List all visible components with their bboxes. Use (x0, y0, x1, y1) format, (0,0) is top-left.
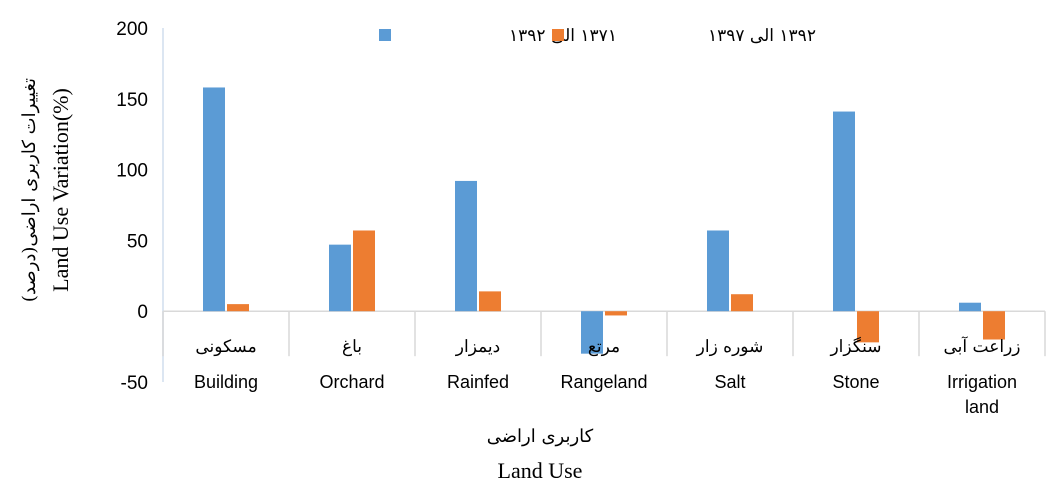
bar-series-1 (833, 111, 855, 312)
category-label-en: Stone (832, 372, 879, 392)
y-tick-label: -50 (121, 373, 148, 394)
bar-series-1 (581, 311, 603, 354)
legend-swatch-2 (552, 29, 564, 41)
category-label-en: Building (194, 372, 258, 392)
category-label-fa: شوره زار (696, 337, 764, 357)
x-axis-title-en: Land Use (498, 458, 583, 483)
y-tick-label: 0 (137, 302, 148, 323)
category-label-fa: زراعت آبی (943, 335, 1020, 357)
bar-series-2 (479, 291, 501, 312)
bar-series-2 (227, 304, 249, 312)
category-label-fa: مسکونی (195, 337, 256, 357)
y-axis-title-en: Land Use Variation(%) (48, 88, 73, 292)
category-label-en: Irrigation (947, 372, 1017, 392)
category-label-fa: باغ (342, 337, 362, 357)
category-label-en: Rainfed (447, 372, 509, 392)
category-labels: مسکونی Building باغ Orchard دیمزار Rainfed مرت… (194, 335, 1021, 417)
bar-series-2 (983, 311, 1005, 340)
bar-series-2 (605, 311, 627, 316)
category-label-en: Orchard (319, 372, 384, 392)
bar-series-2 (857, 311, 879, 343)
y-tick-label: 150 (116, 90, 148, 111)
plot-area (162, 28, 1046, 382)
bar-series-2 (731, 294, 753, 312)
y-tick-label: 200 (116, 19, 148, 40)
x-axis-title-fa: کاربری اراضی (487, 426, 594, 447)
y-axis-title-fa: تغییرات کاربری اراضی(درصد) (19, 78, 40, 302)
y-tick-label: 50 (127, 231, 148, 252)
legend-label-2: ۱۳۹۲ الی ۱۳۹۷ (708, 26, 816, 46)
bar-series-1 (455, 180, 477, 312)
y-tick-label: 100 (116, 161, 148, 182)
category-label-en: Salt (714, 372, 745, 392)
category-label-fa: سنگزار (829, 336, 881, 357)
y-axis-title: تغییرات کاربری اراضی(درصد) Land Use Vari… (19, 78, 73, 302)
bar-series-1 (329, 244, 351, 312)
legend-swatch-1 (379, 29, 391, 41)
bar-series-1 (707, 230, 729, 312)
y-axis-ticks: -50 0 50 100 150 200 (116, 19, 148, 394)
category-label-en-line2: land (965, 397, 999, 417)
bar-series-1 (959, 302, 981, 312)
x-axis-title: کاربری اراضی Land Use (487, 426, 594, 483)
category-label-en: Rangeland (560, 372, 647, 392)
bar-series-2 (353, 230, 375, 312)
bar-series-1 (203, 87, 225, 312)
category-label-fa: دیمزار (455, 337, 500, 357)
category-label-fa: مرتع (588, 337, 620, 357)
